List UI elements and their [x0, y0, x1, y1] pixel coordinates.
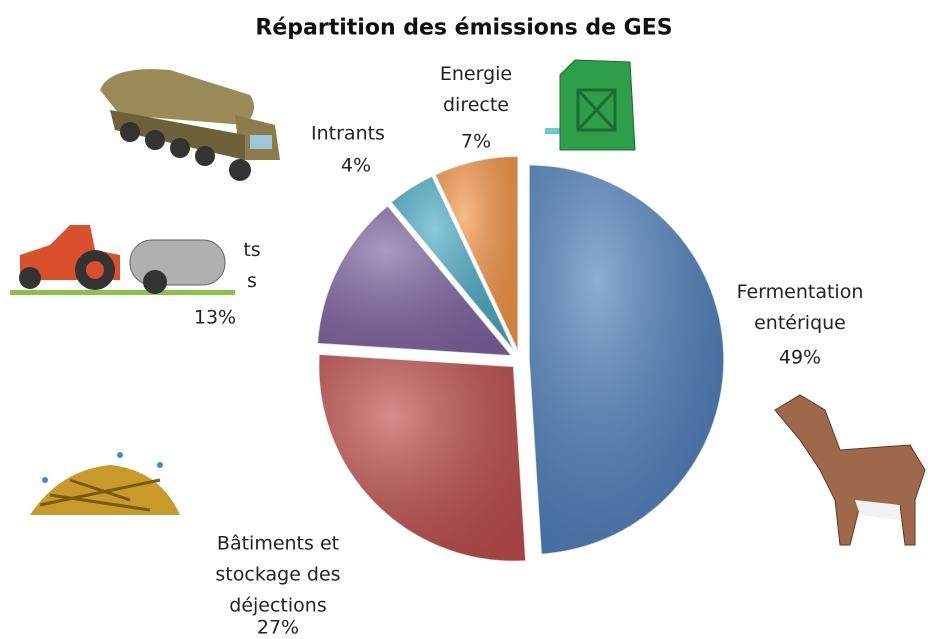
value-label: 49% [779, 343, 821, 374]
truck-icon [100, 69, 280, 181]
pie [317, 156, 724, 561]
slice-label: Fermentation entérique [725, 277, 875, 339]
slice-label: Energie directe [431, 59, 521, 121]
page: Répartition des émissions de GES Ferment… [0, 0, 928, 639]
tractor-icon [10, 225, 235, 295]
value-label: 27% [257, 613, 299, 639]
slice-label: Bâtiments et stockage des déjections [198, 529, 358, 622]
manure-icon [30, 452, 180, 515]
value-label: 7% [461, 127, 491, 158]
slice-label: Intrants [303, 119, 393, 150]
chart-title: Répartition des émissions de GES [255, 16, 672, 41]
goat-icon [775, 395, 925, 545]
jerrycan-icon [545, 60, 635, 150]
value-label: 4% [341, 151, 371, 182]
value-label: 13% [194, 303, 236, 334]
slice-shade [529, 165, 724, 555]
slice-label: ts s [232, 235, 272, 297]
